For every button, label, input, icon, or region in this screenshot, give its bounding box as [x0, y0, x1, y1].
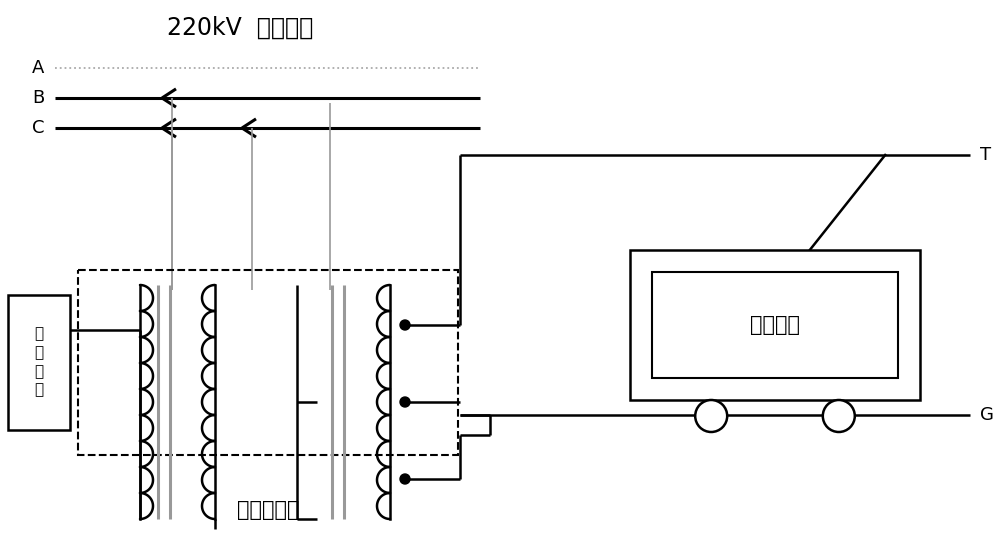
Text: 左
供
电
臂: 左 供 电 臂 [34, 326, 44, 398]
Bar [652, 272, 898, 378]
Bar [78, 270, 458, 455]
Text: A: A [32, 59, 44, 77]
Text: T: T [980, 146, 991, 164]
Bar [8, 295, 70, 430]
Bar [630, 250, 920, 400]
Circle shape [695, 400, 727, 432]
Circle shape [400, 474, 410, 484]
Text: B: B [32, 89, 44, 107]
Text: 测量装置: 测量装置 [750, 315, 800, 335]
Circle shape [823, 400, 855, 432]
Circle shape [400, 397, 410, 407]
Circle shape [400, 320, 410, 330]
Text: 220kV  区域电网: 220kV 区域电网 [167, 16, 313, 40]
Text: 牡引变电所: 牡引变电所 [237, 500, 299, 520]
Text: G: G [980, 406, 994, 424]
Text: C: C [32, 119, 44, 137]
